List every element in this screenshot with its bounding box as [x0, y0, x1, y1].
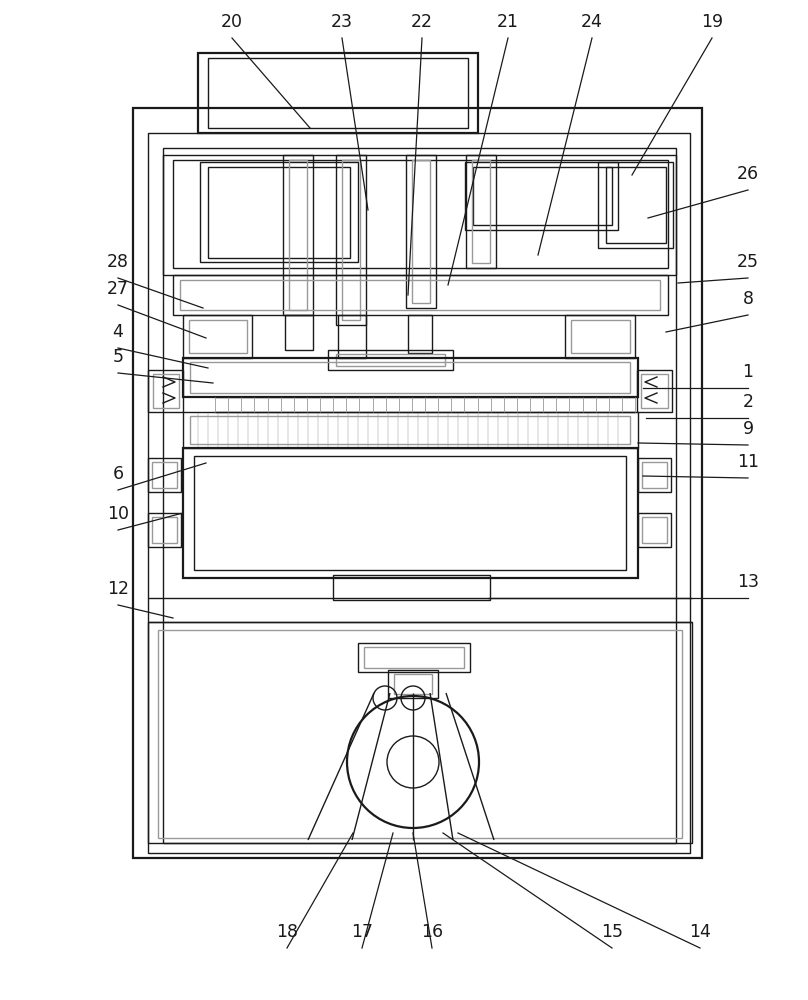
Text: 24: 24 [581, 13, 603, 31]
Bar [152, 517, 177, 543]
Bar [189, 320, 247, 353]
Text: 6: 6 [112, 465, 124, 483]
Bar [180, 280, 660, 310]
Text: 17: 17 [351, 923, 373, 941]
Text: 26: 26 [737, 165, 759, 183]
Bar [565, 315, 635, 358]
Text: 9: 9 [743, 420, 754, 438]
Bar [173, 275, 668, 315]
Bar [571, 320, 630, 353]
Text: 25: 25 [737, 253, 759, 271]
Text: 21: 21 [497, 13, 519, 31]
Bar [406, 155, 436, 308]
Bar [642, 462, 667, 488]
Bar [466, 155, 496, 268]
Text: 5: 5 [112, 348, 124, 366]
Bar [472, 160, 490, 263]
Bar [408, 315, 432, 353]
Bar [190, 362, 630, 393]
Bar [200, 162, 358, 262]
Text: 27: 27 [107, 280, 129, 298]
Bar [328, 350, 453, 370]
Bar [148, 133, 690, 853]
Text: 20: 20 [221, 13, 243, 31]
Text: 2: 2 [743, 393, 754, 411]
Bar [336, 155, 366, 325]
Text: 19: 19 [701, 13, 723, 31]
Bar [163, 155, 676, 275]
Bar [163, 148, 676, 843]
Bar [148, 458, 181, 492]
Bar [342, 160, 360, 320]
Text: 18: 18 [276, 923, 298, 941]
Bar [364, 647, 464, 668]
Bar [173, 160, 668, 268]
Bar [148, 370, 183, 412]
Text: 8: 8 [743, 290, 754, 308]
Bar [412, 160, 430, 303]
Bar [148, 513, 181, 547]
Text: 14: 14 [689, 923, 711, 941]
Bar [638, 513, 671, 547]
Bar [641, 374, 668, 408]
Bar [642, 517, 667, 543]
Bar [208, 58, 468, 128]
Bar [333, 575, 490, 600]
Bar [637, 370, 672, 412]
Bar [148, 622, 692, 843]
Bar [465, 162, 618, 230]
Bar [152, 462, 177, 488]
Bar [638, 458, 671, 492]
Text: 22: 22 [411, 13, 433, 31]
Bar [358, 643, 470, 672]
Bar [158, 630, 682, 838]
Text: 12: 12 [107, 580, 129, 598]
Bar [606, 167, 666, 243]
Bar [190, 416, 630, 444]
Bar [133, 108, 702, 858]
Bar [289, 160, 307, 310]
Bar [598, 162, 673, 248]
Bar [336, 354, 445, 366]
Bar [338, 315, 366, 358]
Text: 28: 28 [107, 253, 129, 271]
Bar [394, 674, 432, 694]
Text: 11: 11 [737, 453, 759, 471]
Text: 13: 13 [737, 573, 759, 591]
Bar [473, 167, 612, 225]
Bar [194, 456, 626, 570]
Bar [198, 53, 478, 133]
Bar [183, 315, 252, 358]
Bar [388, 670, 438, 698]
Text: 16: 16 [421, 923, 443, 941]
Text: 4: 4 [112, 323, 124, 341]
Text: 1: 1 [743, 363, 754, 381]
Bar [183, 358, 638, 397]
Bar [285, 315, 313, 350]
Text: 23: 23 [331, 13, 353, 31]
Bar [183, 412, 638, 448]
Text: 15: 15 [601, 923, 623, 941]
Bar [208, 167, 350, 258]
Bar [153, 374, 179, 408]
Bar [283, 155, 313, 315]
Bar [183, 448, 638, 578]
Text: 10: 10 [107, 505, 129, 523]
